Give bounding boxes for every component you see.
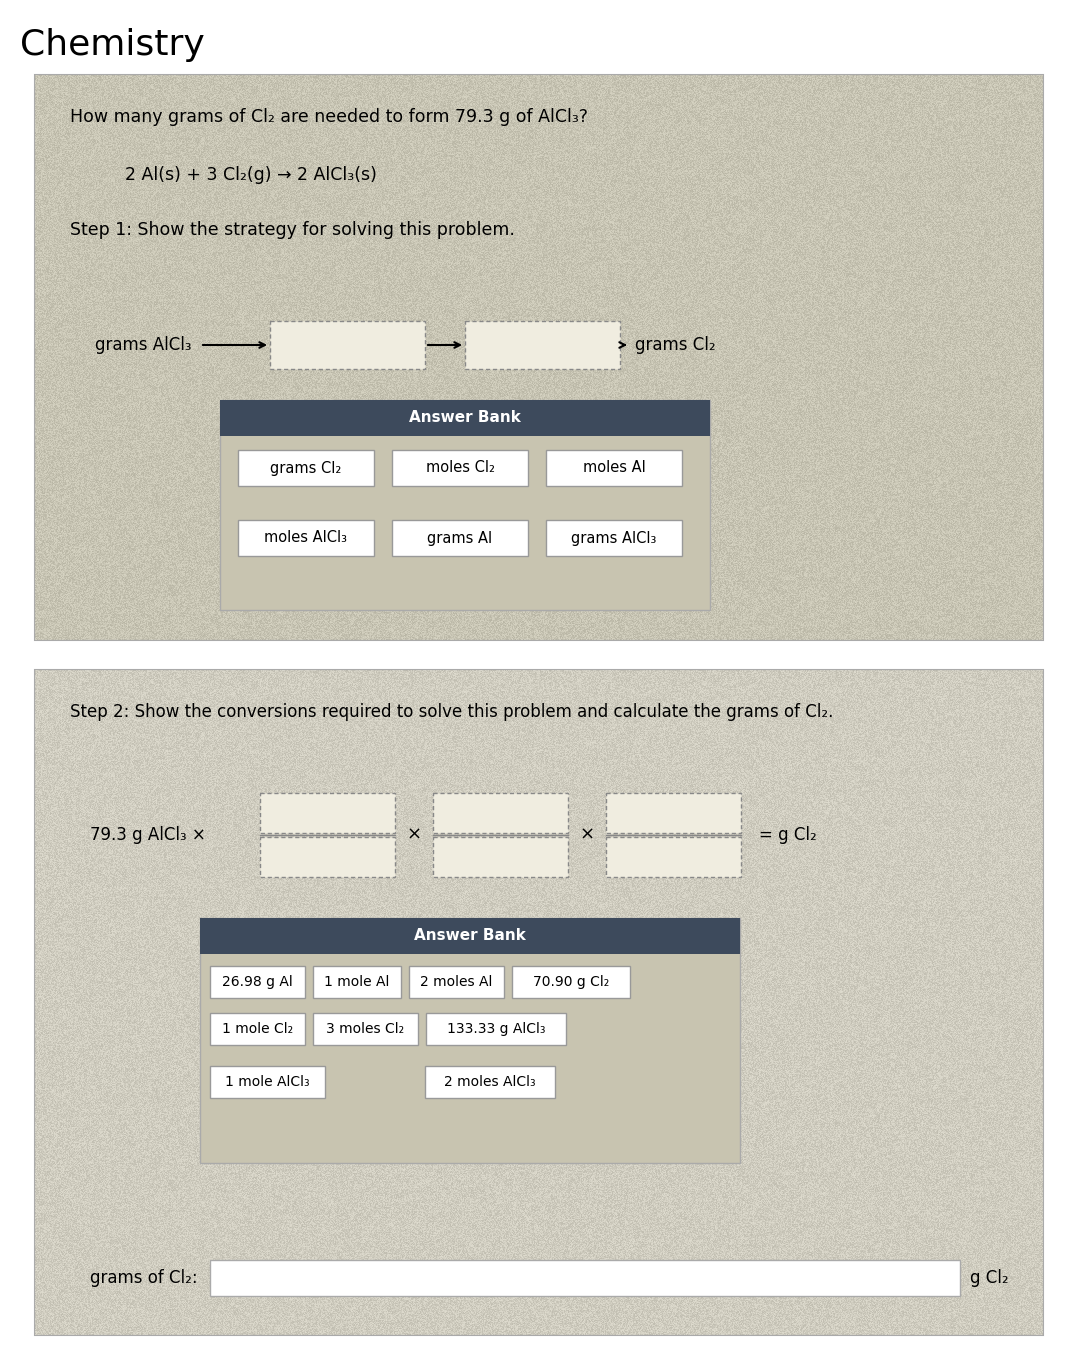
Text: grams Cl₂: grams Cl₂ <box>635 336 716 354</box>
Text: 26.98 g Al: 26.98 g Al <box>222 975 293 989</box>
Text: 1 mole Cl₂: 1 mole Cl₂ <box>221 1021 293 1036</box>
Bar <box>210 1259 960 1296</box>
Bar <box>200 918 740 953</box>
Bar <box>35 75 1043 641</box>
Bar <box>210 966 305 998</box>
Bar <box>210 1013 305 1044</box>
Bar <box>546 520 681 556</box>
Bar <box>260 793 395 832</box>
Bar <box>220 400 710 437</box>
Bar <box>392 450 528 486</box>
Bar <box>409 966 504 998</box>
Text: 79.3 g AlCl₃ ×: 79.3 g AlCl₃ × <box>90 826 206 845</box>
Bar <box>35 670 1043 1336</box>
Text: grams Cl₂: grams Cl₂ <box>270 461 341 476</box>
Text: 2 Al(s) + 3 Cl₂(g) → 2 AlCl₃(s): 2 Al(s) + 3 Cl₂(g) → 2 AlCl₃(s) <box>125 166 377 184</box>
Text: 133.33 g AlCl₃: 133.33 g AlCl₃ <box>447 1021 545 1036</box>
Bar <box>606 836 741 877</box>
Text: g Cl₂: g Cl₂ <box>970 1269 1009 1287</box>
Bar <box>200 918 740 1163</box>
Bar <box>260 836 395 877</box>
Text: Step 2: Show the conversions required to solve this problem and calculate the gr: Step 2: Show the conversions required to… <box>70 703 834 721</box>
Text: Answer Bank: Answer Bank <box>414 929 526 944</box>
Bar <box>426 1066 555 1098</box>
Text: moles Cl₂: moles Cl₂ <box>426 461 495 476</box>
Text: ×: × <box>406 826 421 845</box>
Text: 2 moles AlCl₃: 2 moles AlCl₃ <box>444 1074 536 1089</box>
Bar <box>313 1013 418 1044</box>
Text: 1 mole AlCl₃: 1 mole AlCl₃ <box>226 1074 310 1089</box>
Text: 3 moles Cl₂: 3 moles Cl₂ <box>326 1021 405 1036</box>
Bar <box>392 520 528 556</box>
Text: grams of Cl₂:: grams of Cl₂: <box>90 1269 198 1287</box>
Bar <box>238 450 374 486</box>
Bar <box>512 966 630 998</box>
Text: grams Al: grams Al <box>428 530 492 545</box>
Bar <box>546 450 681 486</box>
Bar <box>606 793 741 832</box>
Text: grams AlCl₃: grams AlCl₃ <box>95 336 191 354</box>
Text: ×: × <box>580 826 595 845</box>
Bar <box>433 836 568 877</box>
Text: Step 1: Show the strategy for solving this problem.: Step 1: Show the strategy for solving th… <box>70 220 515 239</box>
Text: How many grams of Cl₂ are needed to form 79.3 g of AlCl₃?: How many grams of Cl₂ are needed to form… <box>70 107 588 126</box>
Bar <box>426 1013 566 1044</box>
Text: Answer Bank: Answer Bank <box>409 411 521 426</box>
Text: moles Al: moles Al <box>582 461 646 476</box>
Bar <box>238 520 374 556</box>
Text: 2 moles Al: 2 moles Al <box>420 975 492 989</box>
Text: 70.90 g Cl₂: 70.90 g Cl₂ <box>532 975 609 989</box>
Bar <box>210 1066 325 1098</box>
Bar <box>220 400 710 611</box>
Text: grams AlCl₃: grams AlCl₃ <box>571 530 657 545</box>
Bar <box>313 966 401 998</box>
Bar <box>270 321 426 369</box>
Text: Chemistry: Chemistry <box>21 29 205 63</box>
Bar <box>465 321 620 369</box>
Text: 1 mole Al: 1 mole Al <box>324 975 390 989</box>
Text: moles AlCl₃: moles AlCl₃ <box>265 530 348 545</box>
Text: = g Cl₂: = g Cl₂ <box>759 826 816 845</box>
Bar <box>433 793 568 832</box>
